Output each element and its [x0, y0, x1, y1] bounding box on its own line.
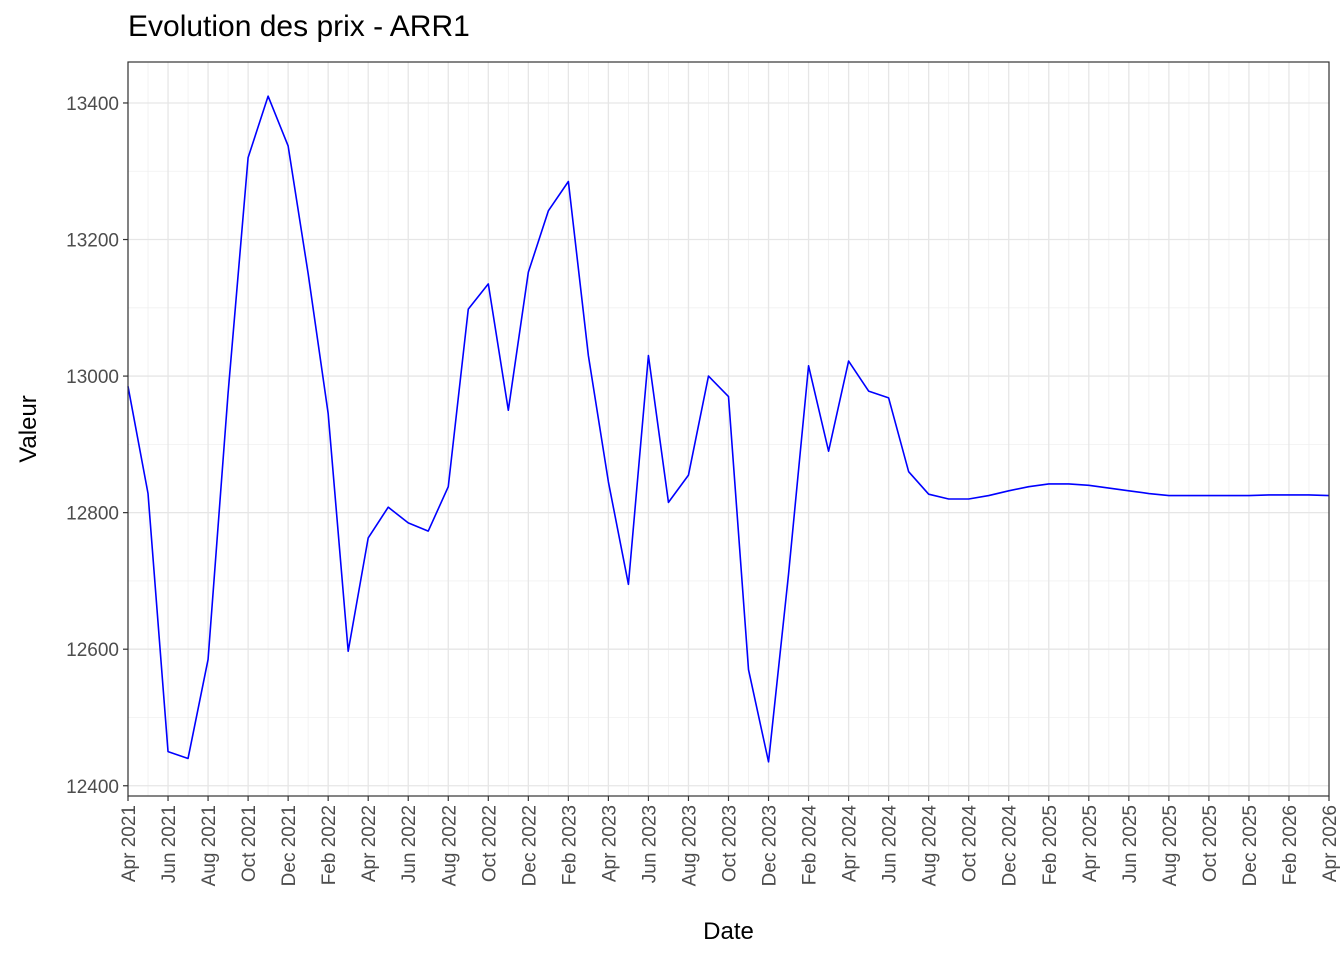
x-tick-label: Feb 2025	[1040, 805, 1061, 885]
x-tick-label: Apr 2023	[599, 805, 620, 882]
x-tick-label: Aug 2022	[439, 805, 460, 886]
x-tick-label: Oct 2021	[239, 805, 260, 882]
x-tick-label: Feb 2026	[1280, 805, 1301, 885]
x-tick-label: Apr 2026	[1320, 805, 1341, 882]
x-tick-label: Oct 2023	[720, 805, 741, 882]
x-tick-label: Dec 2022	[519, 805, 540, 886]
x-tick-label: Jun 2022	[399, 805, 420, 883]
x-tick-label: Oct 2022	[479, 805, 500, 882]
price-series-line	[127, 95, 1330, 763]
x-tick-label: Aug 2023	[679, 805, 700, 886]
x-tick-label: Dec 2025	[1240, 805, 1261, 886]
chart-title: Evolution des prix - ARR1	[128, 10, 470, 43]
x-tick-label: Jun 2024	[880, 805, 901, 884]
y-tick-label: 12400	[66, 777, 119, 798]
x-axis-ticks: Apr 2021 Jun 2021 Aug 2021 Oct 2021 Dec 2021…	[119, 796, 1341, 886]
y-axis-ticks: 12400 12600 12800 13000 13200 13400	[66, 94, 128, 798]
x-tick-label: Dec 2023	[760, 805, 781, 886]
x-tick-label: Aug 2025	[1160, 805, 1181, 886]
y-tick-label: 12800	[66, 504, 119, 525]
x-tick-label: Feb 2022	[319, 805, 340, 885]
y-axis-title: Valeur	[15, 395, 42, 463]
x-tick-label: Dec 2021	[279, 805, 300, 886]
x-tick-label: Oct 2025	[1200, 805, 1221, 882]
x-tick-label: Feb 2024	[800, 805, 821, 886]
x-tick-label: Apr 2024	[840, 805, 861, 883]
x-axis-title: Date	[703, 918, 754, 945]
y-tick-label: 13400	[66, 94, 119, 115]
y-tick-label: 13200	[66, 231, 119, 252]
x-tick-label: Aug 2024	[920, 805, 941, 887]
x-tick-label: Jun 2025	[1120, 805, 1141, 883]
x-tick-label: Oct 2024	[960, 805, 981, 883]
x-tick-label: Jun 2021	[159, 805, 180, 883]
x-tick-label: Feb 2023	[559, 805, 580, 885]
x-tick-label: Apr 2021	[119, 805, 140, 882]
x-tick-label: Jun 2023	[639, 805, 660, 883]
x-tick-label: Apr 2022	[359, 805, 380, 882]
x-tick-label: Apr 2025	[1080, 805, 1101, 882]
x-tick-label: Aug 2021	[199, 805, 220, 886]
x-tick-label: Dec 2024	[1000, 805, 1021, 887]
y-tick-label: 12600	[66, 640, 119, 661]
y-tick-label: 13000	[66, 367, 119, 388]
